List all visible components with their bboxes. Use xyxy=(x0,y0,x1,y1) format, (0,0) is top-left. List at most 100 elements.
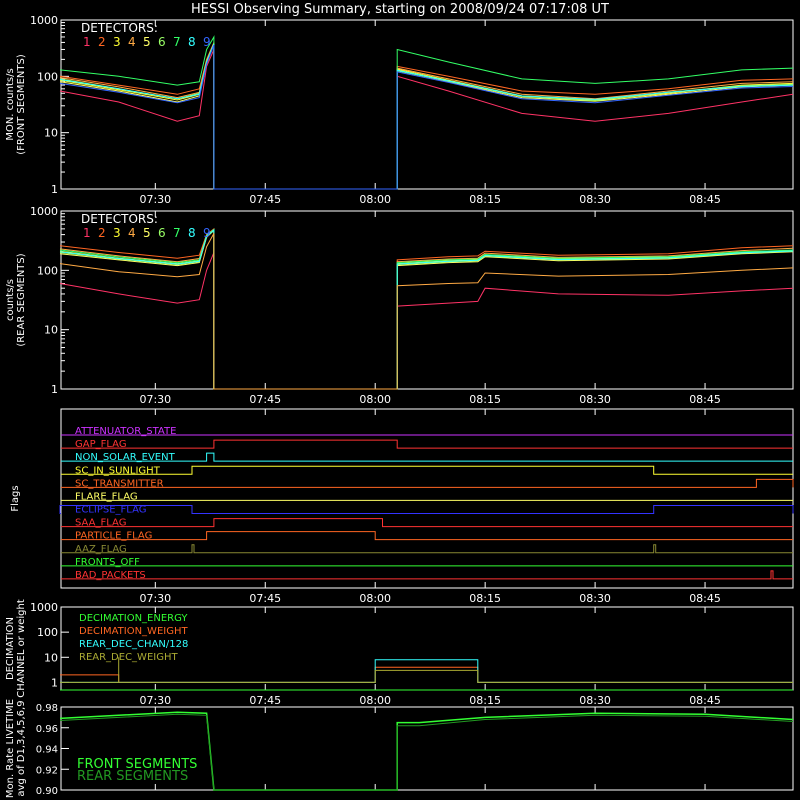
rear-ylabel: counts/s xyxy=(5,279,16,321)
front-ylabel: (FRONT SEGMENTS) xyxy=(16,54,27,155)
flag-label: BAD_PACKETS xyxy=(75,570,146,581)
rear-legend-label-4: 4 xyxy=(128,226,136,240)
rear-frame xyxy=(60,210,794,390)
front-legend-label-3: 3 xyxy=(113,35,121,49)
flag-line xyxy=(61,570,793,580)
flags-frame xyxy=(60,408,794,589)
flag-label: FRONTS_OFF xyxy=(75,557,140,568)
decimation-xtick-label: 07:45 xyxy=(249,694,281,707)
livetime-ytick-label: 0.98 xyxy=(36,703,58,714)
front-xtick-label: 08:30 xyxy=(579,193,611,206)
livetime-ytick-label: 0.94 xyxy=(36,745,58,756)
front-legend-title: DETECTORS: xyxy=(81,21,158,35)
rear-xtick-label: 07:30 xyxy=(139,393,171,406)
decimation-legend-label: DECIMATION_ENERGY xyxy=(79,613,188,624)
front-ytick-label: 10 xyxy=(44,127,58,140)
decimation-ytick-label: 10 xyxy=(44,651,58,664)
flags-xtick-label: 08:30 xyxy=(579,592,611,605)
decimation-legend-label: REAR_DEC_WEIGHT xyxy=(79,652,178,663)
front-xtick-label: 07:45 xyxy=(249,193,281,206)
decimation-legend-label: REAR_DEC_CHAN/128 xyxy=(79,639,188,650)
decimation-xtick-label: 07:30 xyxy=(139,694,171,707)
front-legend-label-7: 7 xyxy=(173,35,181,49)
flags-xtick-label: 08:15 xyxy=(469,592,501,605)
flag-line xyxy=(61,531,793,541)
flag-label: ATTENUATOR_STATE xyxy=(75,426,176,437)
front-ytick-label: 1 xyxy=(51,183,58,196)
rear-legend-label-8: 8 xyxy=(188,226,196,240)
flags-ylabel: Flags xyxy=(10,485,21,511)
front-xtick-label: 08:00 xyxy=(359,193,391,206)
flag-line xyxy=(61,465,793,475)
rear-legend-label-2: 2 xyxy=(98,226,106,240)
flag-label: SC_TRANSMITTER xyxy=(75,478,164,489)
flags-xtick-label: 07:30 xyxy=(139,592,171,605)
front-series-line-9 xyxy=(59,44,794,190)
rear-xtick-label: 08:45 xyxy=(689,393,721,406)
flags-xtick-label: 07:45 xyxy=(249,592,281,605)
rear-legend-label-7: 7 xyxy=(173,226,181,240)
rear-legend-title: DETECTORS: xyxy=(81,212,158,226)
front-ytick-label: 1000 xyxy=(30,14,58,27)
flag-label: ECLIPSE_FLAG xyxy=(75,505,146,516)
panels: 07:30 07:45 08:00 08:15 08:30 08:45 MON. count… xyxy=(5,14,794,798)
decimation-xtick-label: 08:00 xyxy=(359,694,391,707)
front-legend-label-8: 8 xyxy=(188,35,196,49)
flag-label: SC_IN_SUNLIGHT xyxy=(75,465,161,476)
rear-legend-label-9: 9 xyxy=(203,226,211,240)
flags-xtick-label: 08:00 xyxy=(359,592,391,605)
decimation-ylabel: CHANNEL or weight xyxy=(16,599,27,698)
flag-label: SAA_FLAG xyxy=(75,518,126,529)
rear-ytick-label: 10 xyxy=(44,324,58,337)
rear-ytick-label: 1000 xyxy=(30,205,58,218)
rear-legend-label-6: 6 xyxy=(158,226,166,240)
front-legend-label-1: 1 xyxy=(83,35,91,49)
flag-label: PARTICLE_FLAG xyxy=(75,531,152,542)
decimation-ytick-label: 1 xyxy=(51,676,58,689)
front-legend-label-9: 9 xyxy=(203,35,211,49)
flag-label: GAP_FLAG xyxy=(75,439,127,450)
flag-label: AAZ_FLAG xyxy=(75,544,127,555)
livetime-series-line xyxy=(59,713,794,791)
figure-title: HESSI Observing Summary, starting on 200… xyxy=(191,2,609,17)
flag-line xyxy=(59,505,794,514)
front-legend-label-5: 5 xyxy=(143,35,151,49)
livetime-ylabel: avg of D1,3,4,5,6,9 xyxy=(16,700,27,796)
livetime-ylabel: Mon. Rate LIVETIME xyxy=(5,699,16,798)
decimation-xtick-label: 08:15 xyxy=(469,694,501,707)
livetime-ytick-label: 0.90 xyxy=(36,786,58,797)
decimation-ylabel: DECIMATION xyxy=(5,617,16,680)
rear-ytick-label: 1 xyxy=(51,383,58,396)
flag-line xyxy=(61,544,793,554)
livetime-legend-label: FRONT SEGMENTS xyxy=(77,757,197,772)
flag-line xyxy=(61,478,794,488)
rear-legend-label-3: 3 xyxy=(113,226,121,240)
flag-line xyxy=(61,518,793,528)
front-legend-label-4: 4 xyxy=(128,35,136,49)
decimation-ytick-label: 100 xyxy=(37,626,58,639)
front-xtick-label: 07:30 xyxy=(139,193,171,206)
livetime-ytick-label: 0.96 xyxy=(36,724,58,735)
flags-xtick-label: 08:45 xyxy=(689,592,721,605)
front-ylabel: MON. counts/s xyxy=(5,68,16,140)
rear-series-line-9 xyxy=(59,233,794,390)
front-xtick-label: 08:45 xyxy=(689,193,721,206)
flag-label: NON_SOLAR_EVENT xyxy=(75,452,176,463)
front-legend-label-2: 2 xyxy=(98,35,106,49)
front-xtick-label: 08:15 xyxy=(469,193,501,206)
front-legend-label-6: 6 xyxy=(158,35,166,49)
rear-xtick-label: 08:30 xyxy=(579,393,611,406)
decimation-series-line xyxy=(60,657,793,683)
front-frame xyxy=(60,19,794,190)
livetime-ytick-label: 0.92 xyxy=(36,765,58,776)
decimation-xtick-label: 08:45 xyxy=(689,694,721,707)
rear-legend-label-5: 5 xyxy=(143,226,151,240)
livetime-legend-label: REAR SEGMENTS xyxy=(77,769,188,784)
rear-xtick-label: 08:15 xyxy=(469,393,501,406)
flag-line xyxy=(61,452,793,462)
decimation-legend-label: DECIMATION_WEIGHT xyxy=(79,626,188,637)
decimation-xtick-label: 08:30 xyxy=(579,694,611,707)
rear-ylabel: (REAR SEGMENTS) xyxy=(16,253,27,346)
